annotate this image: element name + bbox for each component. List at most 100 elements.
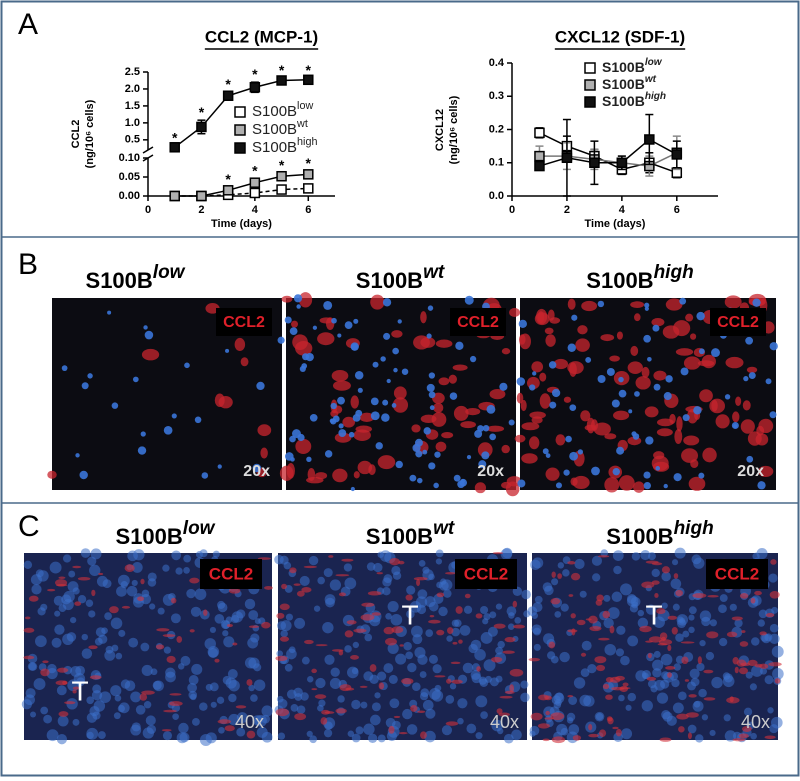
nucleus [652,659,664,671]
nucleus [426,333,432,339]
data-point [644,134,655,145]
nucleus [615,648,625,657]
nucleus [290,704,299,712]
nucleus [90,548,102,560]
cell-stain [260,447,268,459]
significance-mark: * [279,62,285,78]
cell-stain [665,666,676,670]
cell-stain [324,711,335,714]
cell-stain [531,361,544,373]
nucleus [86,731,94,740]
image-title: S100Bhigh [606,518,713,549]
nucleus [768,573,778,583]
cell-stain [715,414,730,429]
cell-stain [513,624,526,629]
cell-stain [378,682,385,690]
nucleus [293,687,303,698]
cell-stain [399,644,404,647]
nucleus [317,704,324,712]
cell-stain [769,591,780,599]
nucleus [560,603,569,612]
cell-stain [588,733,600,738]
nucleus [422,699,434,711]
cell-stain [690,333,697,340]
nucleus [441,725,453,736]
nucleus [696,662,705,672]
cell-stain [588,723,593,731]
nucleus [434,451,441,458]
cell-stain [572,735,582,741]
legend-swatch [234,142,246,154]
nucleus [687,681,697,691]
nucleus [374,692,381,699]
cell-stain [257,424,272,437]
image-title: S100Bwt [366,518,455,549]
cell-stain [537,723,550,729]
nucleus [324,654,335,665]
nucleus [460,478,465,484]
nucleus [769,411,777,419]
nucleus [324,450,333,458]
nucleus [673,663,682,671]
cell-stain [306,476,324,484]
nucleus [280,629,288,638]
nucleus [324,594,336,605]
significance-mark: * [172,129,178,145]
nucleus [457,717,464,725]
nucleus [591,466,600,476]
nucleus [301,656,310,665]
nucleus [54,624,65,635]
legend-swatch [234,124,246,136]
cell-stain [24,616,31,620]
nucleus [216,696,225,705]
cell-stain [74,601,82,606]
nucleus [663,483,668,489]
nucleus [385,613,392,620]
x-axis-label: Time (days) [211,218,272,230]
nucleus [429,688,441,700]
nucleus [171,550,182,561]
nucleus [600,549,609,557]
nucleus [300,692,309,701]
cell-stain [634,313,641,322]
cell-stain [659,737,672,742]
nucleus [499,382,508,391]
image-title: S100Blow [116,518,216,549]
nucleus [565,435,572,443]
nucleus [562,569,570,577]
nucleus [579,590,587,598]
cell-stain [504,690,515,694]
nucleus [110,685,122,697]
cell-stain [550,598,561,605]
cell-stain [545,467,560,481]
cell-stain [706,631,719,639]
cell-stain [504,636,516,643]
nucleus [381,413,390,422]
cell-stain [575,338,590,352]
nucleus [367,733,378,744]
cell-stain [137,596,145,602]
nucleus [162,564,170,572]
cell-stain [224,725,235,732]
cell-stain [747,431,762,446]
nucleus [163,425,173,435]
nucleus [529,725,540,736]
nucleus [483,659,496,672]
nucleus [54,610,61,617]
nucleus [428,462,436,470]
nucleus [559,651,570,663]
legend-swatch [584,62,596,74]
nucleus [322,621,334,634]
cell-stain [732,656,739,665]
nucleus [88,610,96,618]
nucleus [489,611,497,619]
cell-stain [315,644,328,647]
cell-stain [622,682,629,687]
image-title: S100Bwt [356,262,445,293]
nucleus [178,722,189,734]
cell-stain [739,641,749,647]
y-tick-label: 0.3 [489,90,504,102]
nucleus [286,648,297,660]
nucleus [547,651,556,660]
x-tick-label: 6 [305,204,311,216]
